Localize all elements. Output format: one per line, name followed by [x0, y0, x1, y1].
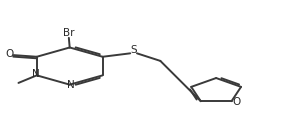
Text: S: S — [130, 45, 137, 55]
Text: O: O — [232, 97, 241, 107]
Text: N: N — [67, 80, 75, 90]
Text: Br: Br — [63, 28, 75, 38]
Text: N: N — [32, 69, 40, 79]
Text: O: O — [5, 49, 13, 59]
